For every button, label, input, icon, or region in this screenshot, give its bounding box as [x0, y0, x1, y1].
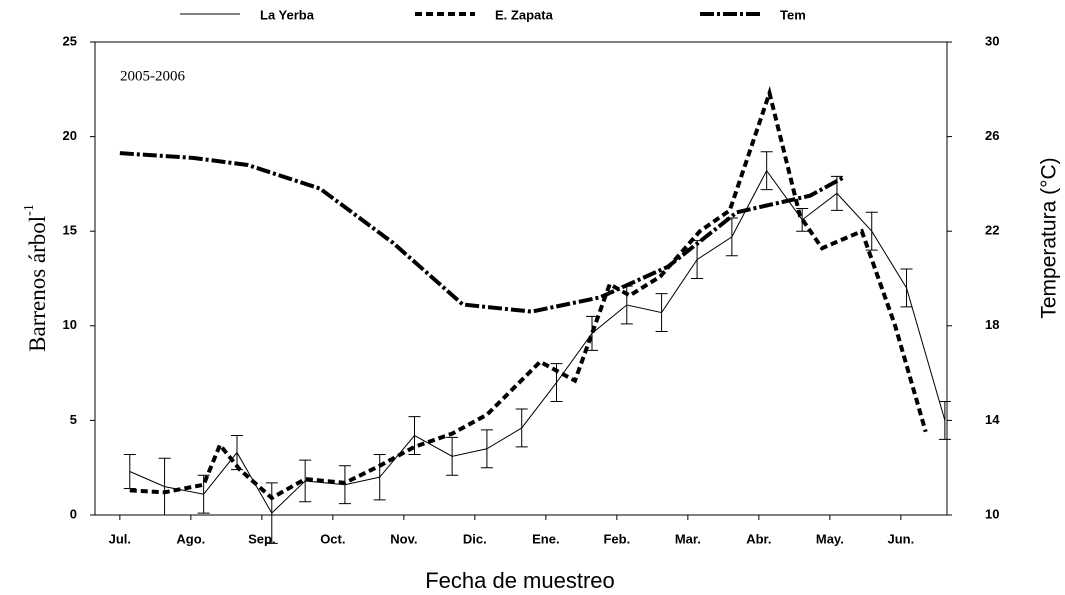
error-bar: [725, 217, 738, 257]
legend-label: La Yerba: [260, 7, 315, 22]
x-tick-label: Sep.: [248, 531, 275, 546]
x-tick-label: Dic.: [463, 531, 487, 546]
y2-tick-label: 26: [985, 128, 999, 143]
error-bar: [299, 459, 312, 503]
y-axis-label-sup: -1: [22, 204, 37, 216]
x-tick-label: May.: [816, 531, 844, 546]
annotation: 2005-2006: [120, 68, 185, 84]
error-bar: [655, 293, 668, 332]
error-bar: [938, 400, 951, 440]
x-tick-label: Ago.: [176, 531, 205, 546]
y-tick-label: 20: [63, 128, 77, 143]
y-tick-label: 5: [70, 412, 77, 427]
x-tick-label: Jun.: [887, 531, 914, 546]
y2-tick-label: 10: [985, 506, 999, 521]
y2-tick-label: 18: [985, 317, 999, 332]
error-bar: [265, 482, 278, 544]
error-bar: [480, 429, 493, 469]
y2-tick-label: 30: [985, 33, 999, 48]
error-bar: [900, 268, 913, 308]
y-axis-label-main: Barrenos árbol: [25, 216, 50, 352]
error-bar: [515, 408, 528, 448]
error-bar: [865, 211, 878, 251]
y-tick-label: 15: [63, 223, 77, 238]
x-tick-label: Feb.: [603, 531, 630, 546]
y2-tick-label: 22: [985, 223, 999, 238]
x-tick-label: Jul.: [109, 531, 131, 546]
plot-frame: [94, 41, 948, 516]
series-line: [129, 85, 928, 501]
error-bar: [760, 151, 773, 191]
legend-label: Tem: [780, 7, 806, 22]
error-bar: [446, 436, 459, 476]
y-tick-label: 25: [63, 33, 77, 48]
series-line: [129, 169, 946, 514]
y2-axis-label: Temperatura (°C): [1038, 157, 1061, 318]
y2-tick-label: 14: [985, 412, 1000, 427]
error-bar: [158, 457, 171, 516]
x-tick-label: Ene.: [532, 531, 559, 546]
x-tick-label: Abr.: [746, 531, 771, 546]
y-axis-label: Barrenos árbol-1: [22, 204, 50, 352]
error-bar: [796, 207, 809, 232]
x-tick-label: Nov.: [390, 531, 417, 546]
x-tick-label: Oct.: [320, 531, 345, 546]
series-line: [119, 151, 846, 314]
y-tick-label: 0: [70, 506, 77, 521]
x-axis-label: Fecha de muestreo: [425, 568, 615, 593]
x-tick-label: Mar.: [675, 531, 701, 546]
y-tick-label: 10: [63, 317, 77, 332]
error-bar: [123, 453, 136, 490]
legend-label: E. Zapata: [495, 7, 554, 22]
error-bar: [373, 453, 386, 501]
